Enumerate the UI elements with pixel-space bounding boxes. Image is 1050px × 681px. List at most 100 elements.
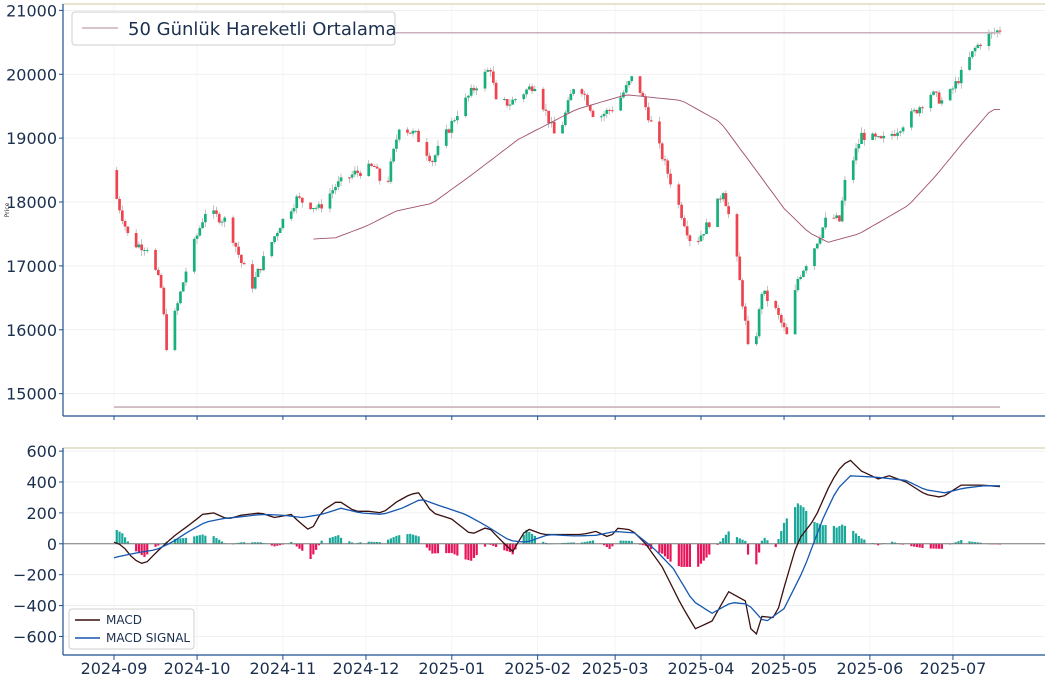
macd-histogram-bar — [893, 542, 896, 544]
macd-histogram-bar — [921, 543, 924, 548]
macd-histogram-bar — [940, 543, 943, 549]
candle-body — [854, 148, 858, 161]
macd-histogram-bar — [910, 543, 913, 547]
candle-body — [389, 161, 393, 182]
candle-body — [896, 132, 899, 136]
macd-histogram-bar — [663, 543, 667, 557]
macd-histogram-bar — [625, 540, 628, 544]
macd-histogram-bar — [259, 542, 262, 544]
candle-body — [857, 143, 861, 149]
candle-body — [350, 174, 354, 178]
candle-body — [716, 198, 719, 228]
macd-histogram-bar — [237, 542, 240, 544]
candle-body — [467, 95, 470, 98]
candle-body — [220, 221, 224, 223]
candle-body — [312, 208, 315, 210]
macd-histogram-bar — [240, 542, 243, 544]
candle-body — [259, 268, 263, 271]
macd-histogram-bar — [483, 543, 487, 547]
macd-histogram-bar — [542, 541, 545, 544]
macd-histogram-bar — [572, 542, 575, 544]
candle-body — [934, 91, 938, 93]
candle-body — [602, 113, 606, 117]
candle-body — [951, 88, 955, 90]
macd-histogram-bar — [154, 543, 157, 547]
candle-body — [912, 109, 916, 112]
macd-histogram-bar — [758, 543, 761, 553]
candle-body — [134, 232, 138, 248]
candle-body — [195, 235, 199, 239]
candle-body — [198, 228, 202, 236]
macd-histogram-bar — [434, 543, 437, 554]
candle-body — [428, 155, 431, 162]
candle-body — [334, 186, 337, 191]
candle-body — [256, 268, 260, 278]
candle-body — [660, 143, 664, 160]
macd-histogram-bar — [135, 543, 138, 552]
macd-histogram-bar — [622, 540, 625, 544]
macd-histogram-bar — [387, 539, 390, 544]
candle-body — [143, 250, 146, 252]
candle-body — [533, 88, 537, 92]
macd-histogram-bar — [957, 541, 960, 544]
candle-body — [851, 160, 855, 180]
candle-body — [295, 196, 299, 209]
candle-body — [835, 215, 838, 218]
candle-body — [547, 110, 551, 124]
macd-histogram-bar — [417, 536, 420, 544]
candle-body — [968, 57, 971, 70]
macd-histogram-bar — [890, 541, 894, 544]
candle-body — [486, 69, 490, 72]
macd-histogram-bar — [738, 538, 741, 544]
xtick-label: 2025-02 — [504, 659, 571, 677]
candle-body — [663, 159, 667, 161]
macd-histogram-bar — [666, 543, 669, 560]
candle-body — [347, 177, 351, 179]
macd-histogram-bar — [378, 542, 381, 544]
candle-body — [757, 309, 761, 337]
macd-histogram-bar — [813, 521, 816, 544]
candle-body — [649, 120, 653, 122]
candle-body — [940, 100, 944, 104]
macd-signal-line — [113, 475, 1000, 622]
macd-histogram-bar — [971, 541, 974, 544]
candle-body — [746, 320, 750, 345]
macd-histogram-bar — [605, 543, 608, 548]
macd-legend-label: MACD — [106, 613, 142, 627]
candle-body — [278, 228, 282, 233]
macd-histogram-bar — [198, 535, 201, 544]
candle-body — [530, 86, 534, 92]
macd-histogram-bar — [494, 543, 498, 548]
candle-body — [832, 217, 836, 219]
candle-body — [176, 303, 180, 311]
candle-body — [738, 256, 742, 281]
macd-histogram-bar — [929, 543, 932, 549]
macd-histogram-bar — [796, 503, 799, 544]
candle-body — [804, 266, 808, 271]
xtick-label: 2025-01 — [418, 659, 485, 677]
macd-ytick-label: −200 — [13, 566, 57, 585]
candle-body — [624, 85, 628, 93]
candle-body — [184, 271, 188, 283]
macd-histogram-bar — [312, 543, 315, 555]
xtick-label: 2025-06 — [836, 659, 903, 677]
candle-body — [760, 294, 764, 310]
candle-body — [505, 99, 509, 106]
candle-body — [683, 218, 686, 227]
macd-histogram-bar — [528, 531, 531, 544]
candle-body — [954, 81, 958, 89]
macd-histogram-bar — [467, 543, 470, 561]
macd-histogram-bar — [121, 533, 124, 544]
price-ytick-label: 17000 — [6, 257, 57, 276]
macd-histogram-bar — [508, 543, 512, 553]
candle-body — [898, 131, 902, 133]
macd-histogram-bar — [566, 542, 570, 544]
candle-body — [173, 310, 177, 351]
macd-histogram-bar — [118, 531, 121, 544]
macd-histogram-bar — [254, 542, 257, 544]
macd-histogram-bar — [392, 537, 395, 544]
xtick-label: 2025-05 — [751, 659, 818, 677]
macd-histogram-bar — [863, 539, 866, 544]
macd-histogram-bar — [389, 538, 392, 544]
candle-body — [932, 91, 935, 95]
